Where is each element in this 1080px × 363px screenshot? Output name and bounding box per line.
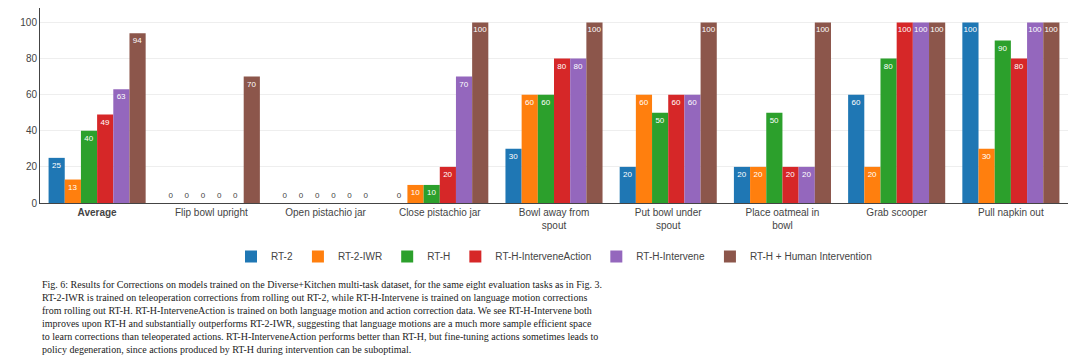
svg-text:0: 0 (168, 191, 173, 200)
svg-text:0: 0 (397, 191, 402, 200)
svg-text:100: 100 (473, 25, 487, 34)
svg-text:70: 70 (459, 80, 468, 89)
svg-text:RT-H + Human Intervention: RT-H + Human Intervention (750, 251, 872, 262)
svg-text:60: 60 (525, 98, 534, 107)
svg-text:63: 63 (117, 92, 126, 101)
svg-text:90: 90 (998, 44, 1007, 53)
svg-text:60: 60 (26, 89, 38, 100)
svg-text:60: 60 (639, 98, 648, 107)
svg-text:20: 20 (443, 170, 452, 179)
svg-text:30: 30 (982, 152, 991, 161)
svg-text:80: 80 (557, 62, 566, 71)
svg-text:RT-2-IWR: RT-2-IWR (338, 251, 382, 262)
svg-text:49: 49 (100, 118, 109, 127)
svg-text:50: 50 (770, 116, 779, 125)
svg-text:20: 20 (737, 170, 746, 179)
svg-text:0: 0 (283, 191, 288, 200)
svg-text:100: 100 (588, 25, 602, 34)
svg-text:40: 40 (26, 125, 38, 136)
svg-text:0: 0 (364, 191, 369, 200)
svg-text:100: 100 (20, 17, 37, 28)
svg-text:Average: Average (78, 207, 118, 218)
svg-text:80: 80 (26, 53, 38, 64)
svg-text:Flip bowl upright: Flip bowl upright (175, 207, 248, 218)
svg-text:80: 80 (1014, 62, 1023, 71)
svg-text:20: 20 (753, 170, 762, 179)
svg-text:RT-2: RT-2 (271, 251, 293, 262)
svg-text:Bowl away fromspout: Bowl away fromspout (519, 207, 590, 231)
svg-text:100: 100 (1028, 25, 1042, 34)
svg-text:0: 0 (217, 191, 222, 200)
svg-text:RT-H: RT-H (427, 251, 450, 262)
svg-text:80: 80 (574, 62, 583, 71)
svg-text:60: 60 (541, 98, 550, 107)
svg-text:60: 60 (688, 98, 697, 107)
svg-text:100: 100 (963, 25, 977, 34)
svg-text:20: 20 (623, 170, 632, 179)
svg-text:94: 94 (133, 36, 142, 45)
svg-text:13: 13 (68, 183, 77, 192)
svg-text:10: 10 (427, 188, 436, 197)
svg-text:0: 0 (201, 191, 206, 200)
svg-text:100: 100 (914, 25, 928, 34)
svg-text:80: 80 (884, 62, 893, 71)
svg-text:0: 0 (315, 191, 320, 200)
svg-text:70: 70 (247, 80, 256, 89)
svg-text:0: 0 (185, 191, 190, 200)
svg-text:Place oatmeal inbowl: Place oatmeal inbowl (745, 207, 819, 231)
svg-text:50: 50 (655, 116, 664, 125)
svg-text:Pull napkin out: Pull napkin out (978, 207, 1044, 218)
svg-text:Close pistachio jar: Close pistachio jar (399, 207, 481, 218)
svg-text:0: 0 (299, 191, 304, 200)
svg-text:20: 20 (868, 170, 877, 179)
svg-text:30: 30 (509, 152, 518, 161)
svg-text:RT-H-Intervene: RT-H-Intervene (636, 251, 705, 262)
svg-text:0: 0 (31, 198, 37, 209)
svg-text:20: 20 (802, 170, 811, 179)
svg-text:40: 40 (84, 134, 93, 143)
svg-text:25: 25 (52, 161, 61, 170)
svg-text:Fig. 6: Results for Correction: Fig. 6: Results for Corrections on model… (42, 279, 602, 355)
svg-text:20: 20 (786, 170, 795, 179)
svg-text:Open pistachio jar: Open pistachio jar (285, 207, 366, 218)
svg-text:100: 100 (816, 25, 830, 34)
svg-text:20: 20 (26, 161, 38, 172)
svg-text:0: 0 (331, 191, 336, 200)
svg-text:60: 60 (672, 98, 681, 107)
svg-text:0: 0 (347, 191, 352, 200)
svg-text:60: 60 (851, 98, 860, 107)
svg-text:Put bowl underspout: Put bowl underspout (635, 207, 702, 231)
svg-text:10: 10 (411, 188, 420, 197)
svg-text:100: 100 (930, 25, 944, 34)
svg-text:Grab scooper: Grab scooper (866, 207, 927, 218)
svg-text:RT-H-InterveneAction: RT-H-InterveneAction (495, 251, 591, 262)
svg-text:100: 100 (702, 25, 716, 34)
svg-text:0: 0 (233, 191, 238, 200)
svg-text:100: 100 (898, 25, 912, 34)
svg-text:100: 100 (1044, 25, 1058, 34)
